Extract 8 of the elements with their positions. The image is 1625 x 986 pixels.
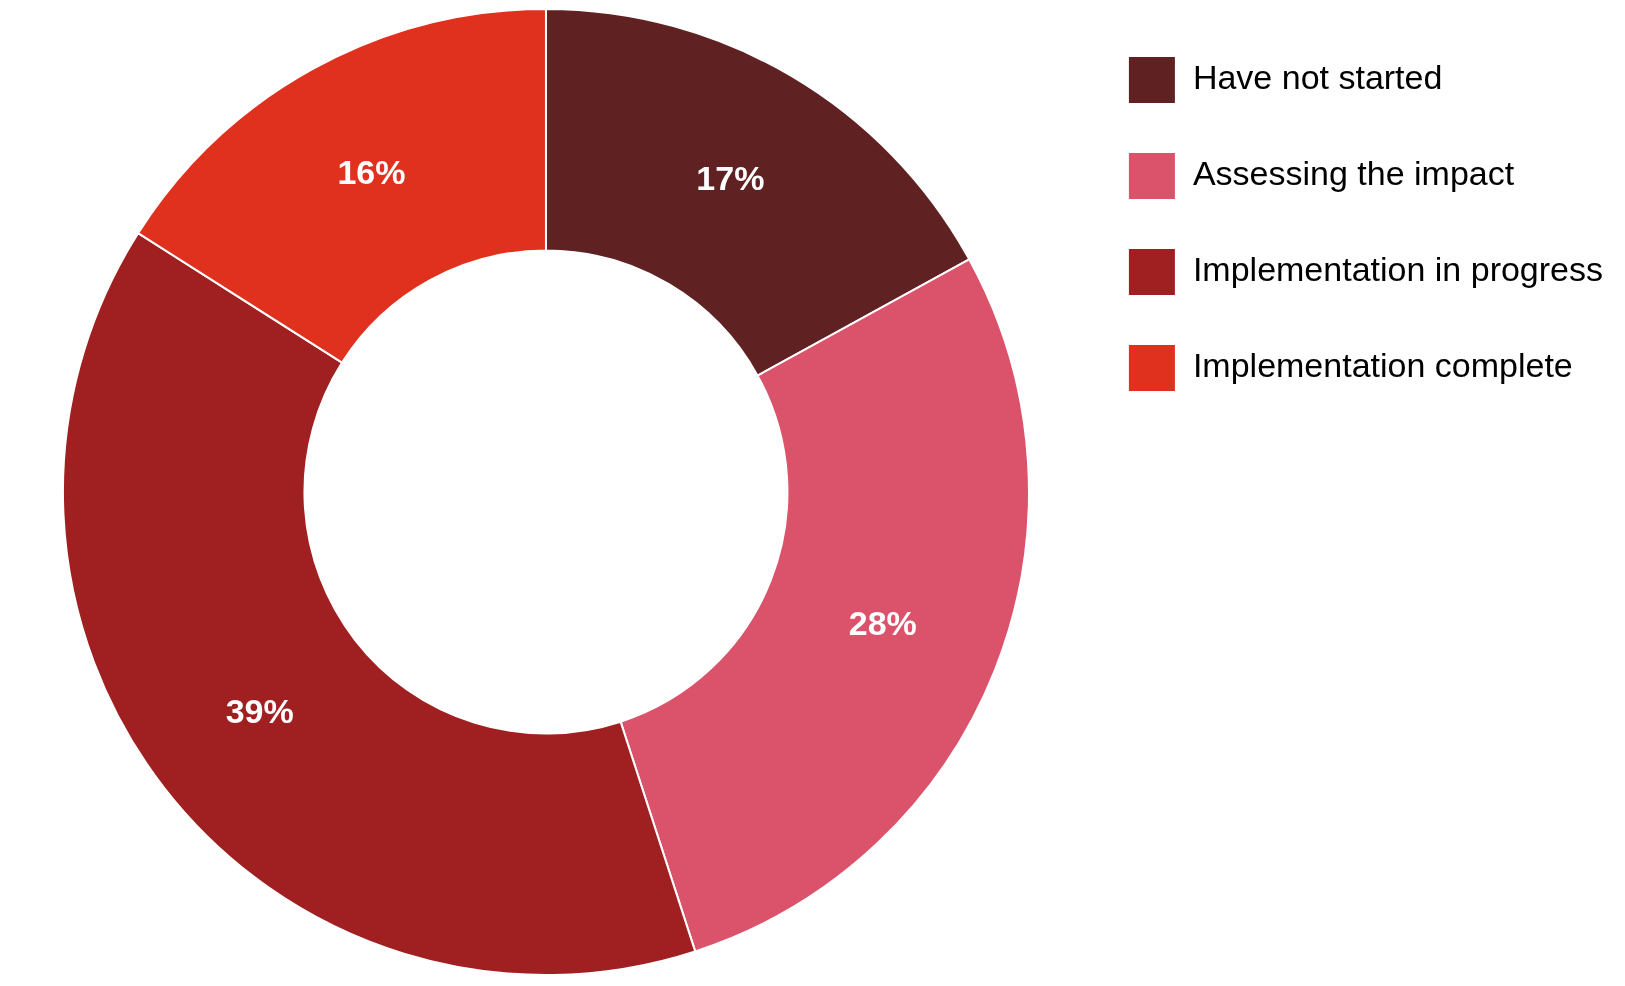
legend-label: Have not started bbox=[1192, 58, 1443, 97]
data-label: 28% bbox=[848, 603, 917, 642]
data-label: 39% bbox=[225, 692, 294, 731]
legend-label: Implementation in progress bbox=[1192, 250, 1603, 289]
legend-label: Assessing the impact bbox=[1192, 154, 1515, 193]
legend-label: Implementation complete bbox=[1192, 346, 1573, 385]
data-label: 17% bbox=[696, 158, 765, 197]
data-label: 16% bbox=[337, 152, 406, 191]
